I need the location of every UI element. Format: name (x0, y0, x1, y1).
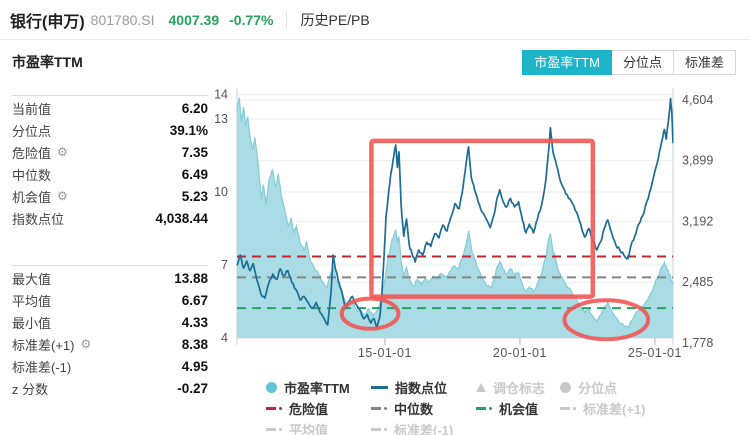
pe-area-outline (236, 97, 674, 330)
stat-row-min: 最小值 4.33 (12, 314, 208, 331)
stat-row-median: 中位数 6.49 (12, 166, 208, 183)
metric-tab-group: 市盈率TTM 分位点 标准差 (522, 50, 736, 75)
index-price: 4007.39 (168, 11, 220, 28)
section-title: 市盈率TTM (12, 54, 83, 70)
y-right-tick-label: 4,604 (682, 93, 713, 107)
x-tick-label: 25-01-01 (628, 346, 682, 360)
legend-item-percentile[interactable]: 分位点 (560, 378, 617, 397)
legend-item-danger-line[interactable]: 危险值 (266, 399, 371, 418)
y-left-tick-label: 13 (214, 112, 228, 126)
annotation-ellipse-1 (339, 296, 401, 331)
opportunity-dashline-icon (476, 407, 492, 410)
chart-legend: 市盈率TTM 指数点位 调仓标志 分位点 危险值 中位数 (266, 377, 736, 435)
y-left-tick-label: 7 (221, 258, 228, 272)
gear-icon[interactable]: ⚙ (80, 337, 92, 351)
pe-ttm-circle-icon (266, 382, 277, 393)
rebalance-triangle-icon (476, 383, 486, 392)
stat-row-percentile: 分位点 39.1% (12, 122, 208, 139)
pe-area-series (237, 97, 673, 338)
legend-row: 市盈率TTM 指数点位 调仓标志 分位点 (266, 377, 736, 398)
y-left-tick-label: 14 (214, 88, 228, 102)
median-dashline-icon (371, 407, 387, 410)
history-pe-pb-link[interactable]: 历史PE/PB (300, 11, 370, 28)
legend-item-opportunity-line[interactable]: 机会值 (476, 399, 560, 418)
stats-group-current: 当前值 6.20 分位点 39.1% 危险值 ⚙ 7.35 中位数 6.49 机… (12, 97, 208, 229)
legend-item-median-line[interactable]: 中位数 (371, 399, 476, 418)
legend-item-std-minus1-line[interactable]: 标准差(-1) (371, 420, 476, 435)
legend-item-rebalance-marker[interactable]: 调仓标志 (476, 378, 560, 397)
danger-dashline-icon (266, 407, 282, 410)
std-plus1-dashline-icon (560, 407, 576, 410)
index-line-icon (371, 386, 388, 389)
index-change-percent: -0.77% (229, 11, 274, 28)
stat-row-index-points: 指数点位 4,038.44 (12, 210, 208, 227)
header-divider (286, 11, 288, 28)
gear-icon[interactable]: ⚙ (57, 145, 68, 159)
legend-row: 危险值 中位数 机会值 标准差(+1) (266, 398, 736, 419)
tab-pe-ttm[interactable]: 市盈率TTM (522, 50, 612, 75)
stat-row-opportunity-value: 机会值 ⚙ 5.23 (12, 188, 208, 205)
annotation-rect (369, 138, 596, 299)
stats-divider-2 (12, 265, 208, 266)
stat-row-danger-value: 危险值 ⚙ 7.35 (12, 144, 208, 161)
y-right-tick-label: 1,778 (682, 336, 713, 350)
stats-divider-1 (12, 95, 208, 96)
stat-row-z-score: z 分数 -0.27 (12, 380, 208, 397)
tab-std-dev[interactable]: 标准差 (672, 50, 736, 75)
x-tick-label: 15-01-01 (358, 346, 412, 360)
x-tick-label: 20-01-01 (493, 346, 547, 360)
y-left-tick-label: 10 (214, 185, 228, 199)
stat-row-std-plus1: 标准差(+1) ⚙ 8.38 (12, 336, 208, 353)
stats-group-history: 最大值 13.88 平均值 6.67 最小值 4.33 标准差(+1) ⚙ 8.… (12, 267, 208, 399)
legend-item-std-plus1-line[interactable]: 标准差(+1) (560, 399, 645, 418)
header-bar: 银行(申万) 801780.SI 4007.39 -0.77% 历史PE/PB (0, 0, 750, 40)
std-minus1-dashline-icon (371, 428, 387, 431)
y-right-tick-label: 3,192 (682, 214, 713, 228)
mean-dashline-icon (266, 428, 282, 431)
index-line-series (236, 97, 674, 329)
y-right-tick-label: 3,899 (682, 154, 713, 168)
legend-item-mean-line[interactable]: 平均值 (266, 420, 371, 435)
legend-item-index-points[interactable]: 指数点位 (371, 378, 476, 397)
percentile-circle-icon (560, 382, 571, 393)
stat-row-mean: 平均值 6.67 (12, 292, 208, 309)
gear-icon[interactable]: ⚙ (57, 189, 68, 203)
index-title: 银行(申万) (10, 13, 85, 31)
annotation-ellipse-2 (562, 298, 651, 342)
y-right-tick-label: 2,485 (682, 275, 713, 289)
stat-row-current-value: 当前值 6.20 (12, 100, 208, 117)
legend-row: 平均值 标准差(-1) (266, 419, 736, 435)
legend-item-pe-ttm[interactable]: 市盈率TTM (266, 378, 371, 397)
stat-row-max: 最大值 13.88 (12, 270, 208, 287)
stat-row-std-minus1: 标准差(-1) 4.95 (12, 358, 208, 375)
tab-percentile[interactable]: 分位点 (610, 50, 674, 75)
index-code: 801780.SI (90, 11, 155, 28)
y-left-tick-label: 4 (221, 331, 228, 345)
